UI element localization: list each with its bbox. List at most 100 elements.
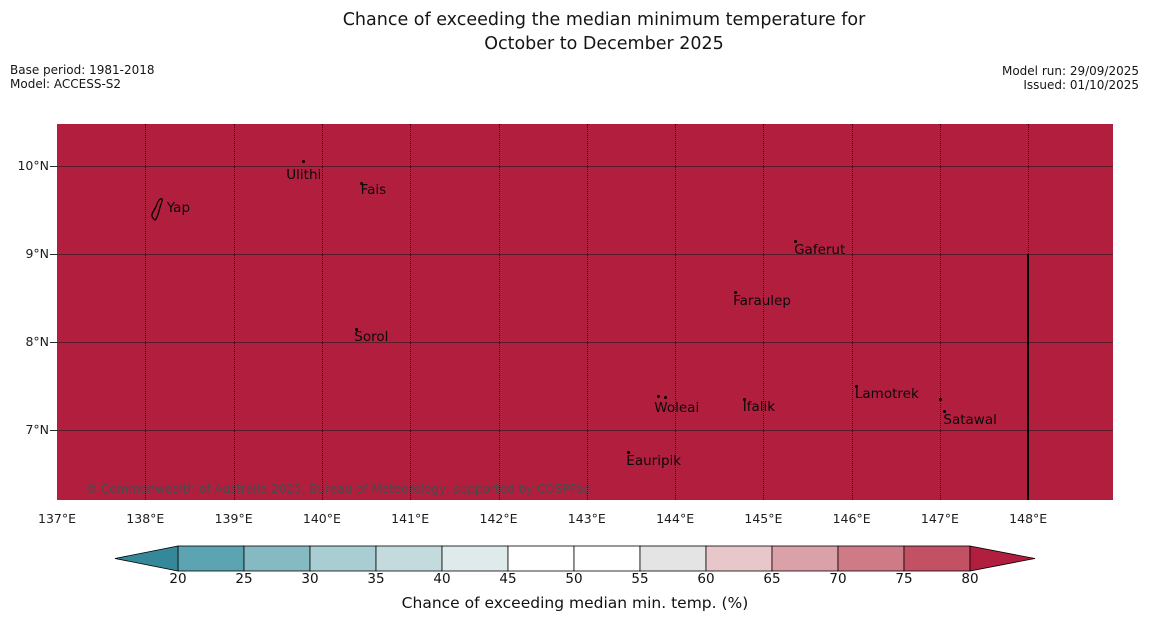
colorbar-tick-label: 50 <box>565 571 583 587</box>
place-label: Lamotrek <box>854 386 919 403</box>
x-axis-tick-label: 141°E <box>391 511 430 526</box>
longitude-gridline <box>586 124 588 500</box>
y-axis-tick-mark <box>50 166 57 168</box>
colorbar-segment <box>243 545 311 572</box>
y-axis-tick-mark <box>50 429 57 431</box>
place-label: Ulithi <box>286 167 322 184</box>
colorbar-segment <box>309 545 377 572</box>
colorbar-tick-label: 45 <box>499 571 517 587</box>
longitude-gridline <box>939 124 941 500</box>
colorbar-tick-label: 60 <box>697 571 715 587</box>
latitude-gridline <box>57 166 1113 168</box>
page-title-line2: October to December 2025 <box>484 34 724 54</box>
map-area: © Commonwealth of Australia 2025, Bureau… <box>57 124 1113 500</box>
model-run-text: Model run: 29/09/2025 <box>1001 64 1139 78</box>
colorbar-segment <box>375 545 443 572</box>
issued-text: Issued: 01/10/2025 <box>1023 77 1139 92</box>
place-label: Fais <box>360 182 387 199</box>
colorbar-segment <box>837 545 905 572</box>
colorbar-tick-label: 30 <box>301 571 319 587</box>
colorbar-under-arrow <box>114 545 179 572</box>
model-run-annotation: Model run: 29/09/2025 Issued: 01/10/2025 <box>1001 64 1139 92</box>
base-period-text: Base period: 1981-2018 <box>10 63 155 77</box>
y-axis-tick-label: 7°N <box>25 421 49 437</box>
x-axis-tick-label: 139°E <box>214 511 253 526</box>
colorbar-tick-label: 75 <box>895 571 913 587</box>
colorbar <box>114 545 1036 572</box>
colorbar-segment <box>573 545 641 572</box>
colorbar-segment <box>507 545 575 572</box>
colorbar-tick-label: 35 <box>367 571 385 587</box>
model-text: Model: ACCESS-S2 <box>10 76 122 91</box>
colorbar-tick-label: 40 <box>433 571 451 587</box>
place-label: Faraulep <box>733 293 791 310</box>
x-axis-tick-label: 145°E <box>744 511 783 526</box>
x-axis-tick-label: 144°E <box>656 511 695 526</box>
island-marker-dot <box>354 328 358 332</box>
yap-island-outline <box>151 198 163 222</box>
longitude-gridline <box>675 124 677 500</box>
colorbar-label: Chance of exceeding median min. temp. (%… <box>401 594 749 612</box>
island-marker-dot <box>663 395 667 399</box>
place-label: Woleai <box>654 399 700 416</box>
island-marker-dot <box>743 397 747 401</box>
y-axis-tick-mark <box>50 341 57 343</box>
y-axis-tick-label: 8°N <box>25 333 49 349</box>
place-label: Eauripik <box>626 453 682 470</box>
longitude-gridline <box>145 124 147 500</box>
longitude-gridline <box>321 124 323 500</box>
island-marker-dot <box>793 240 797 244</box>
colorbar-segment <box>639 545 707 572</box>
x-axis-tick-label: 137°E <box>37 511 77 526</box>
latitude-gridline <box>57 254 1113 255</box>
colorbar-over-arrow <box>969 545 1036 572</box>
state-boundary-line <box>1027 254 1030 500</box>
longitude-gridline <box>410 124 412 500</box>
base-period-annotation: Base period: 1981-2018 Model: ACCESS-S2 <box>10 63 155 91</box>
island-marker-dot <box>855 385 859 389</box>
island-marker-dot <box>360 182 364 186</box>
place-label: Yap <box>166 199 191 216</box>
x-axis-tick-label: 147°E <box>920 511 959 526</box>
longitude-gridline <box>498 124 500 500</box>
y-axis-tick-mark <box>50 254 57 255</box>
colorbar-segment <box>705 545 773 572</box>
latitude-gridline <box>57 341 1113 343</box>
unnamed-islet-dot <box>939 397 943 401</box>
colorbar-tick-label: 80 <box>961 571 979 587</box>
place-label: Sorol <box>354 329 389 346</box>
place-label: Ifalik <box>742 398 776 415</box>
y-axis-tick-label: 9°N <box>25 246 49 261</box>
copyright-text: © Commonwealth of Australia 2025, Bureau… <box>85 482 591 496</box>
island-marker-dot <box>301 160 305 164</box>
place-label: Satawal <box>943 411 997 428</box>
colorbar-segment <box>177 545 245 572</box>
x-axis-tick-label: 138°E <box>126 511 165 526</box>
x-axis-tick-label: 143°E <box>567 511 606 526</box>
island-marker-dot <box>942 409 946 413</box>
colorbar-tick-label: 70 <box>829 571 847 587</box>
island-marker-dot <box>626 451 630 455</box>
place-label: Gaferut <box>794 242 846 259</box>
page-title: Chance of exceeding the median minimum t… <box>343 8 866 56</box>
colorbar-segment <box>771 545 839 572</box>
colorbar-tick-label: 65 <box>763 571 781 587</box>
page-title-line1: Chance of exceeding the median minimum t… <box>342 10 866 30</box>
y-axis-tick-label: 10°N <box>17 158 49 174</box>
colorbar-tick-label: 20 <box>169 571 187 587</box>
latitude-gridline <box>57 429 1113 431</box>
colorbar-tick-label: 25 <box>235 571 253 587</box>
x-axis-tick-label: 146°E <box>832 511 871 526</box>
longitude-gridline <box>851 124 853 500</box>
colorbar-segment <box>441 545 509 572</box>
colorbar-segment <box>903 545 971 572</box>
longitude-gridline <box>233 124 235 500</box>
longitude-gridline <box>763 124 765 500</box>
island-marker-dot <box>733 291 737 295</box>
colorbar-tick-label: 55 <box>631 571 649 587</box>
x-axis-tick-label: 142°E <box>479 511 518 526</box>
island-marker-dot <box>656 394 660 398</box>
x-axis-tick-label: 148°E <box>1009 511 1048 526</box>
x-axis-tick-label: 140°E <box>302 511 341 526</box>
